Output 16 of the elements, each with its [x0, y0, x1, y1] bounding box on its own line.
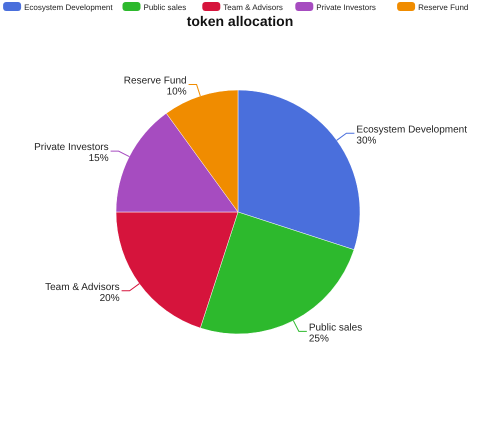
data-label: 20% — [100, 292, 120, 304]
slice-label: Public sales — [308, 322, 362, 334]
slice-label: Private Investors — [34, 142, 109, 154]
slice-label: Reserve Fund — [124, 76, 187, 87]
slice-label: Ecosystem Development — [356, 124, 468, 136]
text: token allocation — [186, 13, 294, 29]
slice-label: Team & Advisors — [45, 282, 120, 293]
legend-label: Private Investors — [316, 3, 376, 12]
legend-label: Ecosystem Development — [24, 3, 114, 12]
data-label: 25% — [308, 333, 329, 344]
data-label: 15% — [88, 153, 109, 164]
data-label: 10% — [166, 86, 187, 98]
data-label: 30% — [356, 135, 377, 146]
legend-label: Reserve Fund — [418, 3, 468, 12]
legend-label: Public sales — [144, 3, 186, 12]
legend-label: Team & Advisors — [223, 3, 283, 12]
